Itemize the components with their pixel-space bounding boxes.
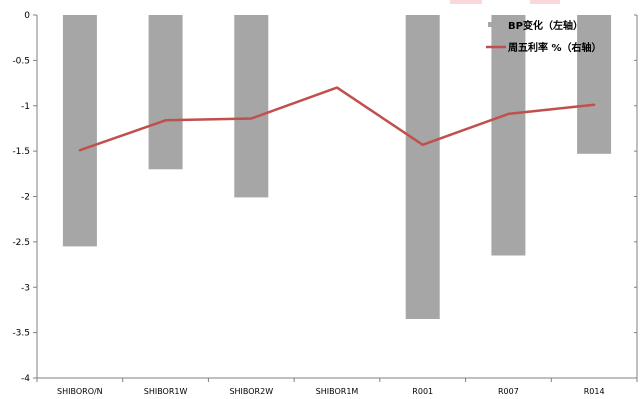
category-label: SHIBORO/N: [57, 387, 103, 396]
bar: [234, 15, 269, 198]
top-decoration: [530, 0, 560, 4]
line-series: [78, 86, 596, 152]
bar-series: [62, 15, 612, 319]
left-tick-label: -2: [21, 193, 30, 203]
legend-label-bar: BP变化（左轴）: [508, 19, 583, 32]
legend: BP变化（左轴） 周五利率 %（右轴）: [486, 19, 602, 54]
top-decoration: [450, 0, 482, 4]
bar: [491, 15, 526, 256]
category-label: R007: [498, 387, 519, 396]
bar: [62, 15, 97, 247]
bar: [148, 15, 183, 170]
left-tick-label: -3: [21, 283, 30, 293]
line-path: [78, 86, 596, 152]
category-label: R001: [412, 387, 433, 396]
left-tick-label: 0: [24, 11, 30, 21]
axes: 0 -0.5 -1 -1.5 -2 -2.5 -3 -3.5 -4 SHIBORO/N SHIBOR…: [12, 11, 638, 396]
legend-marker-bar: [488, 22, 493, 27]
bar: [577, 15, 612, 154]
category-label: SHIBOR2W: [229, 387, 273, 396]
left-tick-label: -2.5: [12, 238, 30, 248]
category-label: SHIBOR1M: [316, 387, 359, 396]
left-tick-label: -0.5: [12, 56, 30, 66]
left-tick-label: -1.5: [12, 147, 30, 157]
category-label: SHIBOR1W: [144, 387, 188, 396]
left-tick-label: -1: [21, 102, 30, 112]
category-label: R014: [584, 387, 605, 396]
legend-label-line: 周五利率 %（右轴）: [508, 41, 602, 54]
left-tick-label: -4: [21, 374, 30, 384]
bar: [405, 15, 440, 319]
left-tick-label: -3.5: [12, 329, 30, 339]
